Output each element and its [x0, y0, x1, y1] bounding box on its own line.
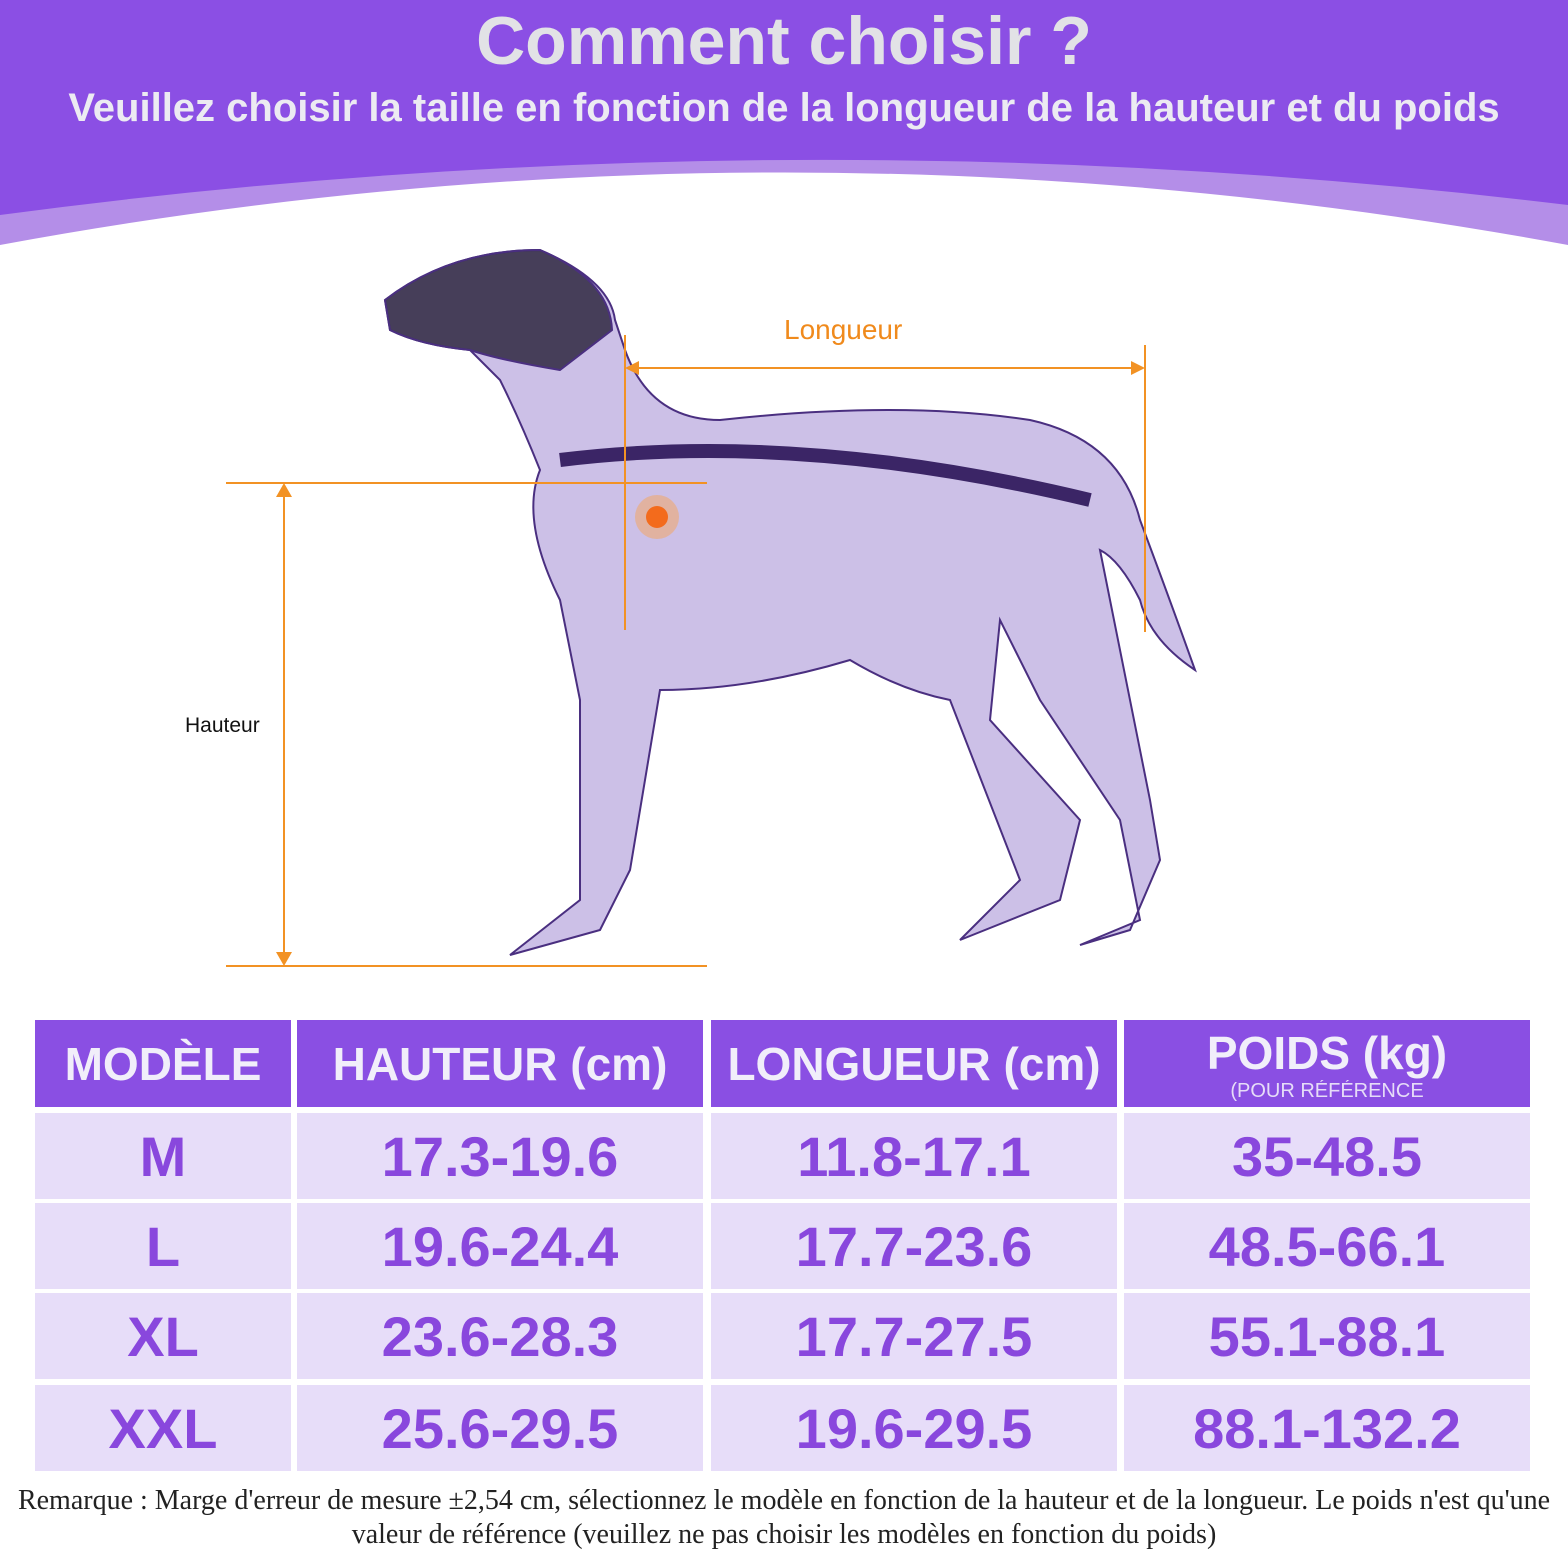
model-cell: L: [35, 1203, 291, 1289]
cell-text: 55.1-88.1: [1208, 1304, 1446, 1368]
model-cell: XL: [35, 1293, 291, 1379]
cell-text: L: [145, 1214, 181, 1278]
cell-text: 17.7-27.5: [795, 1304, 1033, 1368]
cell-text: M: [139, 1124, 187, 1188]
cell-text: MODÈLE: [64, 1037, 262, 1090]
cell-text: XL: [127, 1304, 199, 1368]
cell-text: 19.6-29.5: [795, 1396, 1033, 1460]
value-cell: 55.1-88.1: [1124, 1293, 1530, 1379]
cell-text: 17.3-19.6: [381, 1124, 619, 1188]
value-cell: 23.6-28.3: [297, 1293, 703, 1379]
model-cell: XXL: [35, 1385, 291, 1471]
weight-note: (POUR RÉFÉRENCE SEULEMENT): [1230, 1079, 1424, 1102]
measure-lines: [226, 335, 1146, 967]
value-cell: 17.7-27.5: [711, 1293, 1117, 1379]
header-band: [0, 0, 1568, 215]
value-cell: 19.6-29.5: [711, 1385, 1117, 1471]
header-cell: HAUTEUR (cm): [297, 1020, 703, 1107]
value-cell: 17.7-23.6: [711, 1203, 1117, 1289]
cell-text: 25.6-29.5: [381, 1396, 619, 1460]
dog-illustration: [383, 248, 1197, 956]
subtitle: Veuillez choisir la taille en fonction d…: [68, 86, 1500, 130]
cell-text: 48.5-66.1: [1208, 1214, 1446, 1278]
note: Remarque : Marge d'erreur de mesure ±2,5…: [17, 1485, 1551, 1550]
value-cell: 17.3-19.6: [297, 1113, 703, 1199]
cell-text: XXL: [108, 1396, 218, 1460]
header-cell: POIDS (kg)(POUR RÉFÉRENCE SEULEMENT): [1124, 1020, 1530, 1107]
value-cell: 19.6-24.4: [297, 1203, 703, 1289]
cell-text: 11.8-17.1: [797, 1124, 1031, 1188]
cell-text: POIDS (kg): [1206, 1026, 1448, 1079]
value-cell: 11.8-17.1: [711, 1113, 1117, 1199]
value-cell: 35-48.5: [1124, 1113, 1530, 1199]
height-label: Hauteur: [185, 714, 260, 737]
model-cell: M: [35, 1113, 291, 1199]
cell-text: 88.1-132.2: [1193, 1396, 1461, 1460]
title: Comment choisir ?: [476, 3, 1092, 79]
cell-text: 17.7-23.6: [795, 1214, 1033, 1278]
cell-text: 23.6-28.3: [381, 1304, 619, 1368]
cell-text: HAUTEUR (cm): [332, 1037, 668, 1090]
cell-text: 19.6-24.4: [381, 1214, 619, 1278]
value-cell: 25.6-29.5: [297, 1385, 703, 1471]
cell-text: 35-48.5: [1232, 1124, 1422, 1188]
header-cell: LONGUEUR (cm): [711, 1020, 1117, 1107]
cell-text: LONGUEUR (cm): [727, 1037, 1101, 1090]
value-cell: 48.5-66.1: [1124, 1203, 1530, 1289]
value-cell: 88.1-132.2: [1124, 1385, 1530, 1471]
header-cell: MODÈLE: [35, 1020, 291, 1107]
length-label: Longueur: [784, 314, 903, 345]
